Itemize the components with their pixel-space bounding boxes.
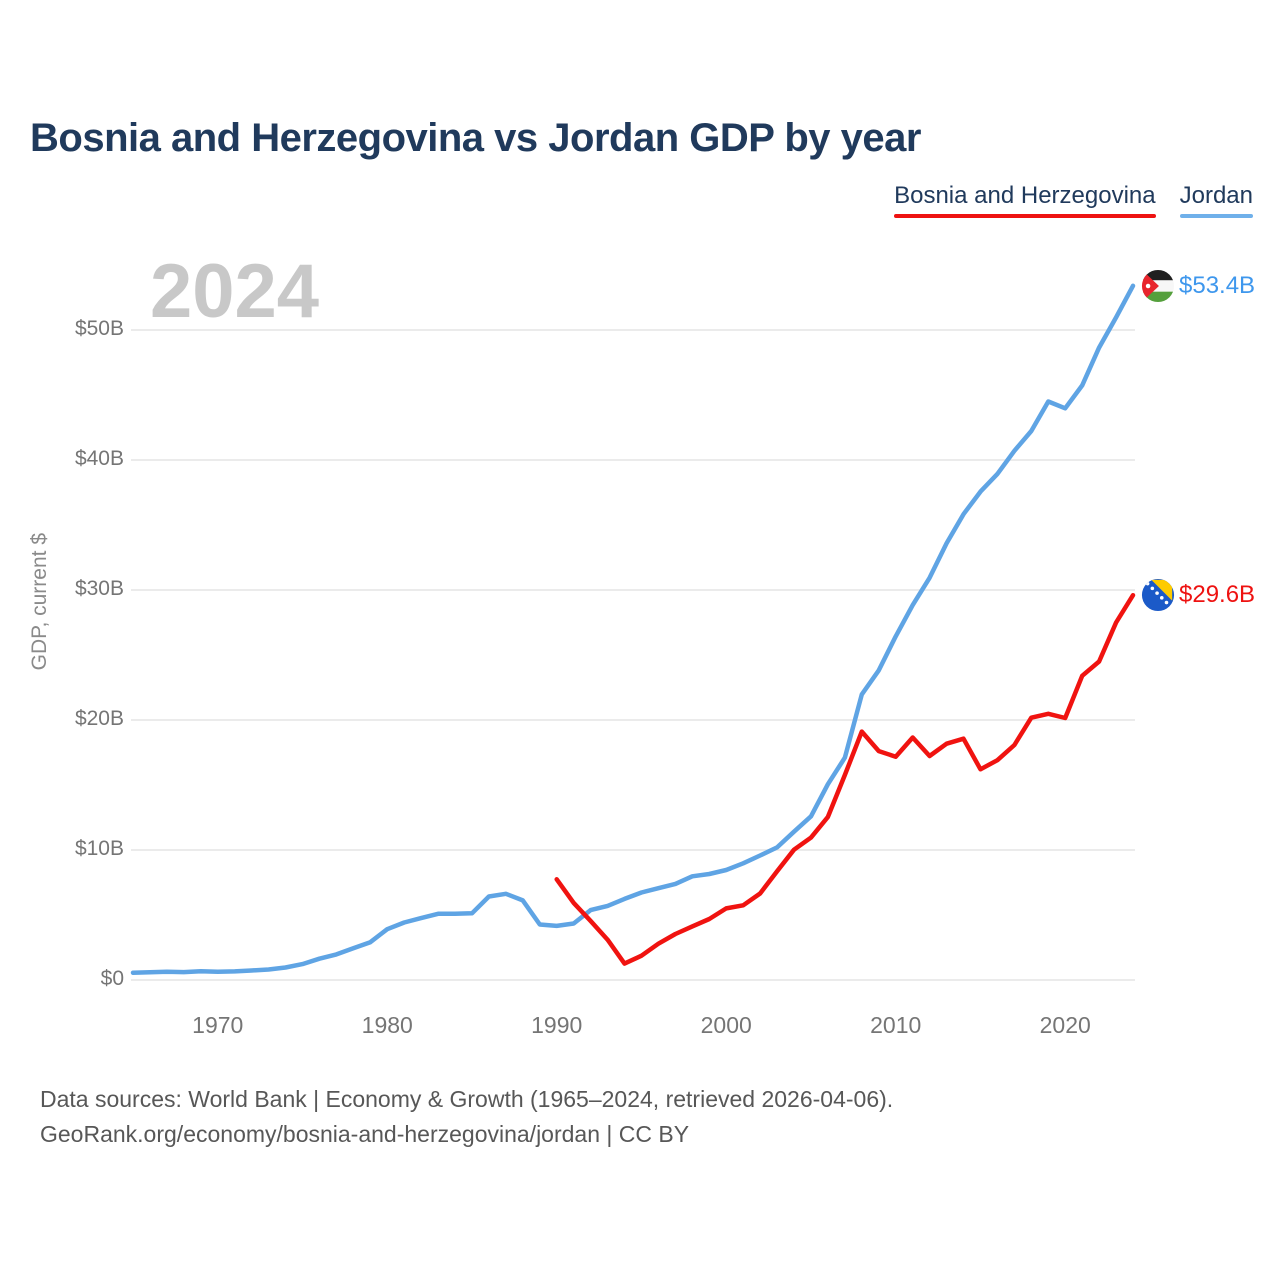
gridlines bbox=[131, 329, 1135, 981]
x-tick-label: 1990 bbox=[531, 1012, 583, 1038]
legend-item-bosnia[interactable]: Bosnia and Herzegovina bbox=[894, 182, 1156, 218]
line-jordan bbox=[130, 283, 1136, 975]
y-tick-label: $40B bbox=[74, 447, 124, 470]
data-lines bbox=[130, 283, 1136, 975]
footer-attribution: GeoRank.org/economy/bosnia-and-herzegovi… bbox=[40, 1121, 690, 1147]
x-tick-label: 2010 bbox=[870, 1012, 922, 1038]
year-watermark: 2024 bbox=[150, 249, 320, 334]
legend-label-bosnia: Bosnia and Herzegovina bbox=[894, 182, 1156, 209]
line-bosnia bbox=[554, 592, 1136, 966]
y-tick-label: $50B bbox=[74, 317, 124, 340]
x-tick-label: 2020 bbox=[1039, 1012, 1091, 1038]
footer-data-sources: Data sources: World Bank | Economy & Gro… bbox=[40, 1086, 894, 1112]
x-tick-label: 1970 bbox=[192, 1012, 244, 1038]
legend-underline-jordan bbox=[1179, 214, 1253, 218]
x-tick-label: 2000 bbox=[700, 1012, 752, 1038]
page-title: Bosnia and Herzegovina vs Jordan GDP by … bbox=[30, 116, 921, 160]
y-tick-label: $30B bbox=[74, 577, 124, 600]
chart-legend: Bosnia and Herzegovina Jordan bbox=[894, 182, 1253, 218]
x-tick-label: 1980 bbox=[361, 1012, 413, 1038]
bosnia-end-value-label: $29.6B bbox=[1179, 581, 1256, 609]
y-tick-label: $0 bbox=[100, 967, 124, 990]
y-tick-label: $10B bbox=[74, 837, 124, 860]
jordan-flag-icon bbox=[1141, 269, 1175, 303]
legend-item-jordan[interactable]: Jordan bbox=[1179, 182, 1253, 218]
legend-label-jordan: Jordan bbox=[1179, 182, 1253, 209]
legend-underline-bosnia bbox=[894, 214, 1156, 218]
jordan-end-value-label: $53.4B bbox=[1179, 271, 1256, 299]
bosnia-and-herzegovina-flag-icon bbox=[1141, 578, 1175, 612]
y-tick-label: $20B bbox=[74, 707, 124, 730]
y-axis-title: GDP, current $ bbox=[28, 533, 51, 671]
